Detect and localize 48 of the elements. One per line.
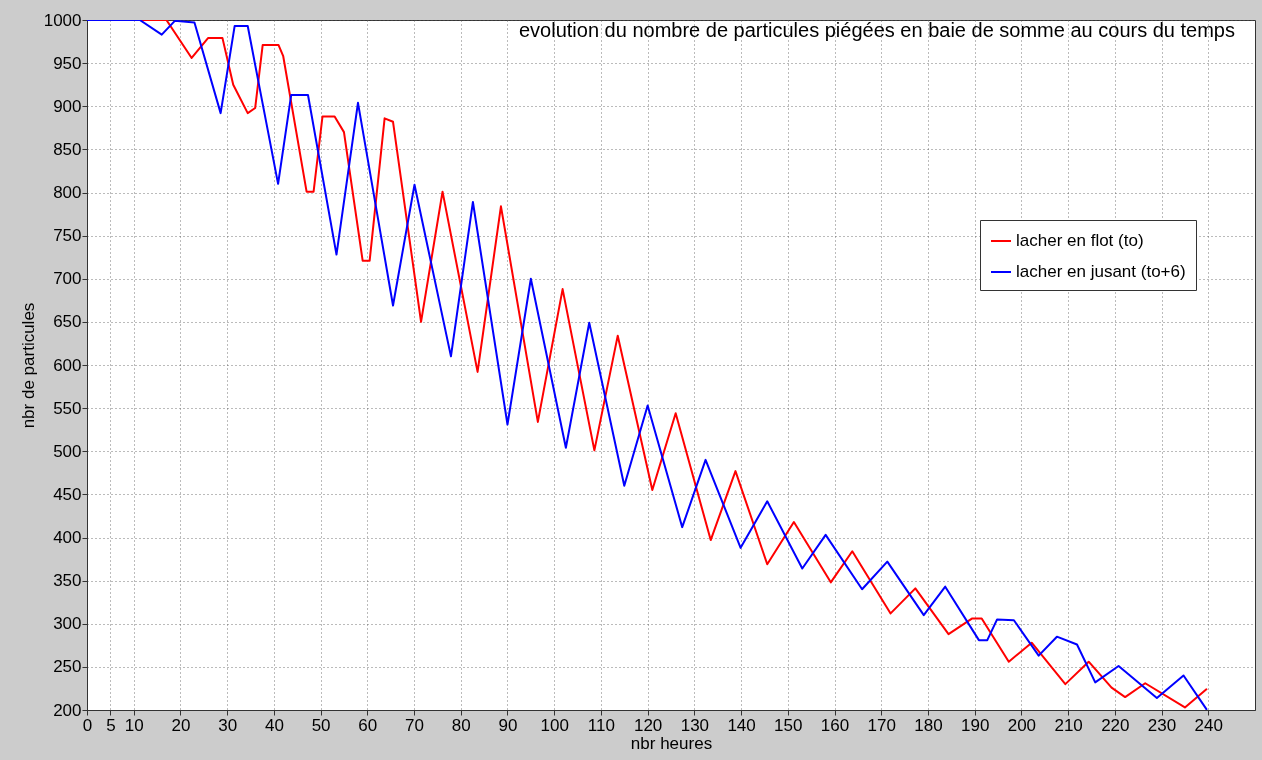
y-tick-label: 750 xyxy=(53,226,82,246)
legend-label: lacher en flot (to) xyxy=(1016,231,1144,250)
x-tick-label: 5 xyxy=(106,715,116,735)
x-axis-title: nbr heures xyxy=(630,733,713,753)
x-tick-label: 60 xyxy=(358,715,378,735)
x-tick-label: 80 xyxy=(451,715,471,735)
y-tick-label: 900 xyxy=(53,96,82,116)
legend-label: lacher en jusant (to+6) xyxy=(1016,262,1186,281)
y-tick-label: 650 xyxy=(53,312,82,332)
y-tick-label: 500 xyxy=(53,441,82,461)
y-tick-label: 950 xyxy=(53,53,82,73)
x-tick-label: 210 xyxy=(1054,715,1083,735)
x-tick-label: 110 xyxy=(587,715,615,735)
y-tick-label: 250 xyxy=(53,657,82,677)
x-tick-label: 140 xyxy=(727,715,756,735)
x-tick-label: 160 xyxy=(820,715,850,735)
x-tick-label: 70 xyxy=(405,715,424,735)
y-tick-label: 1000 xyxy=(43,10,82,30)
y-tick-label: 400 xyxy=(53,528,82,547)
x-tick-label: 240 xyxy=(1194,715,1223,735)
y-tick-label: 850 xyxy=(53,139,82,159)
y-tick-label: 450 xyxy=(53,484,82,504)
y-tick-label: 300 xyxy=(53,614,82,634)
x-tick-label: 120 xyxy=(633,715,663,735)
x-tick-label: 150 xyxy=(774,715,803,735)
x-tick-label: 170 xyxy=(867,715,896,735)
x-tick-label: 230 xyxy=(1147,715,1177,735)
y-tick-label: 600 xyxy=(53,355,82,375)
x-tick-label: 100 xyxy=(540,715,569,735)
x-tick-label: 180 xyxy=(914,715,943,735)
x-tick-label: 40 xyxy=(264,715,284,735)
y-tick-label: 550 xyxy=(53,398,82,418)
x-tick-label: 10 xyxy=(124,715,144,735)
x-tick-label: 190 xyxy=(960,715,990,735)
x-tick-label: 0 xyxy=(82,715,93,735)
x-tick-label: 220 xyxy=(1101,715,1130,735)
y-tick-label: 800 xyxy=(53,183,82,202)
x-tick-label: 20 xyxy=(171,715,191,735)
x-tick-label: 130 xyxy=(680,715,710,735)
x-tick-label: 90 xyxy=(498,715,518,735)
y-tick-label: 200 xyxy=(53,700,82,720)
chart-title: evolution du nombre de particules piégées en baie de somme au cours du temps xyxy=(519,19,1235,41)
x-tick-label: 50 xyxy=(311,715,331,735)
y-tick-label: 700 xyxy=(53,269,82,289)
y-axis-title: nbr de particules xyxy=(18,302,38,429)
x-tick-label: 200 xyxy=(1007,715,1037,735)
y-tick-label: 350 xyxy=(53,571,82,591)
x-tick-label: 30 xyxy=(218,715,238,735)
